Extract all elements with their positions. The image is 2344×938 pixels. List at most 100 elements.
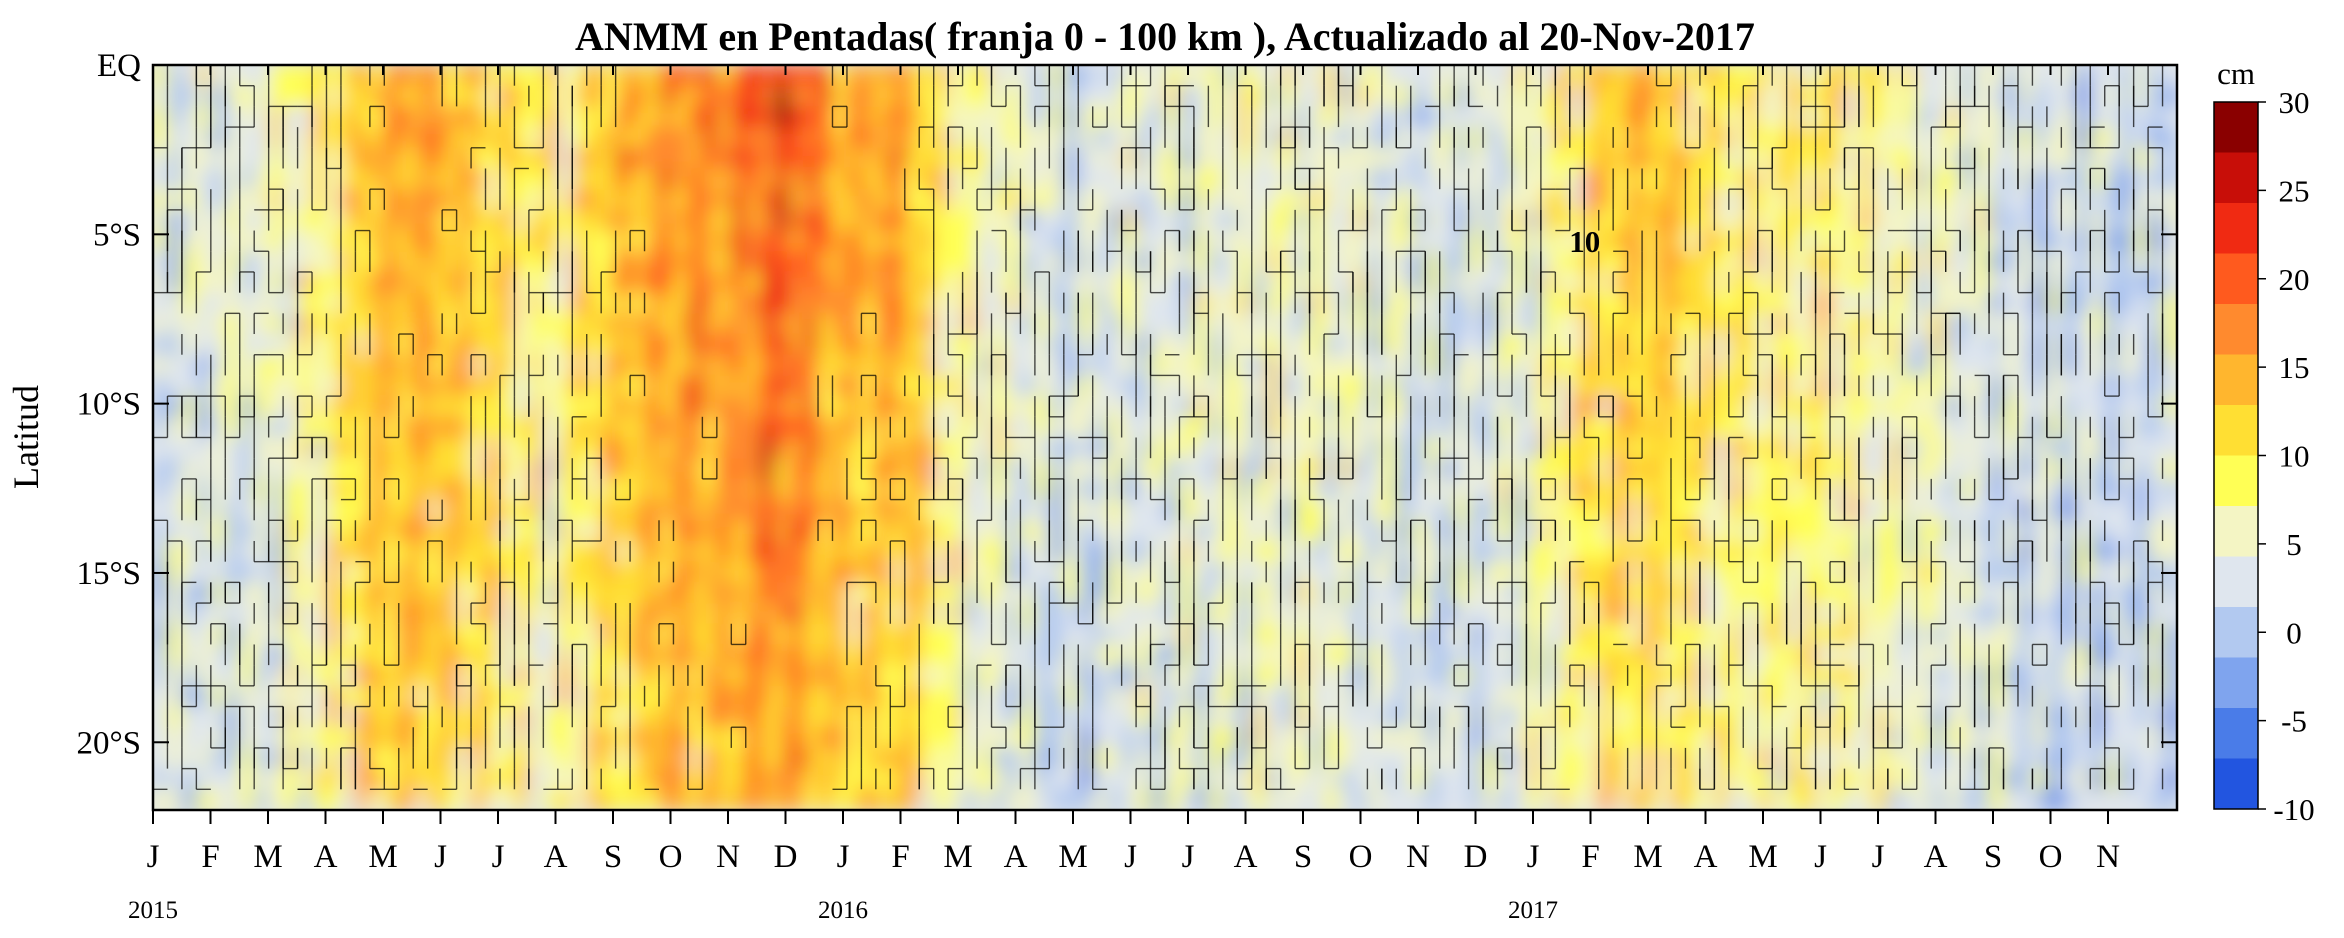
heat-cell (1569, 106, 1586, 129)
heat-cell (1569, 292, 1586, 315)
heat-cell (283, 644, 299, 667)
heat-cell (1425, 85, 1441, 108)
heat-cell (1324, 561, 1340, 584)
heat-cell (832, 65, 848, 87)
heat-cell (948, 458, 964, 480)
heat-cell (875, 478, 892, 501)
heat-cell (153, 520, 169, 542)
heat-cell (948, 354, 964, 377)
heat-cell (2090, 65, 2106, 87)
heat-cell (1150, 437, 1166, 460)
heat-cell (1136, 168, 1152, 191)
heat-cell (485, 685, 501, 708)
heat-cell (803, 396, 820, 418)
heat-cell (875, 127, 892, 149)
heat-cell (818, 603, 834, 625)
heat-cell (1063, 603, 1080, 625)
heat-cell (659, 209, 675, 232)
heat-cell (340, 292, 357, 315)
heat-cell (239, 706, 256, 729)
heat-cell (1887, 644, 1904, 667)
heat-cell (1772, 582, 1788, 605)
heat-cell (1107, 127, 1123, 149)
heat-cell (1671, 354, 1687, 377)
heat-cell (1714, 251, 1730, 273)
heat-cell (1743, 623, 1759, 646)
heat-cell (774, 623, 791, 646)
heat-cell (904, 85, 921, 108)
heat-cell (1526, 561, 1542, 584)
heat-cell (1165, 520, 1181, 542)
heat-cell (1165, 396, 1181, 418)
heat-cell (1121, 561, 1138, 584)
heat-cell (499, 65, 516, 87)
heat-cell (760, 685, 776, 708)
heat-cell (1295, 706, 1311, 729)
heat-cell (1324, 292, 1340, 315)
heat-cell (586, 561, 603, 584)
heat-cell (528, 209, 545, 232)
heat-cell (644, 727, 660, 749)
heat-cell (1714, 354, 1730, 377)
heat-cell (1251, 499, 1268, 522)
heat-cell (153, 623, 169, 646)
heat-cell (1945, 147, 1962, 170)
heat-cell (1121, 665, 1138, 687)
heat-cell (2003, 334, 2019, 356)
heat-cell (2075, 396, 2092, 418)
heat-cell (268, 478, 285, 501)
heat-cell (919, 437, 935, 460)
heat-cell (933, 334, 950, 356)
heat-cell (1902, 499, 1918, 522)
heat-cell (196, 603, 212, 625)
heat-cell (875, 271, 892, 294)
heat-cell (456, 127, 473, 149)
heat-cell (340, 561, 357, 584)
heat-cell (369, 478, 386, 501)
heat-cell (1844, 520, 1860, 542)
heat-cell (1150, 727, 1166, 749)
heat-cell (789, 168, 805, 191)
heat-cell (2075, 561, 2092, 584)
heat-cell (2104, 354, 2121, 377)
heat-cell (731, 375, 747, 398)
heat-cell (1439, 251, 1456, 273)
heat-cell (384, 540, 400, 563)
heat-cell (659, 478, 675, 501)
heat-cell (1540, 416, 1557, 439)
heat-cell (1916, 582, 1933, 605)
heat-cell (702, 396, 718, 418)
heat-cell (557, 499, 574, 522)
heat-cell (1121, 292, 1138, 315)
heat-cell (861, 209, 877, 232)
heat-cell (1613, 147, 1629, 170)
heat-cell (1584, 127, 1600, 149)
heat-cell (1483, 582, 1499, 605)
heat-cell (2090, 106, 2106, 129)
heat-cell (442, 106, 458, 129)
heat-cell (1193, 416, 1210, 439)
heat-cell (543, 437, 559, 460)
heat-cell (514, 354, 530, 377)
heat-cell (1728, 354, 1745, 377)
heat-cell (659, 251, 675, 273)
heat-cell (1671, 168, 1687, 191)
heat-cell (1251, 65, 1268, 87)
heat-cell (340, 603, 357, 625)
heat-cell (1439, 292, 1456, 315)
heat-cell (297, 458, 314, 480)
heat-cell (1685, 768, 1701, 791)
heat-cell (933, 375, 950, 398)
heat-cell (687, 106, 704, 129)
heat-cell (1569, 313, 1586, 336)
heat-cell (1381, 375, 1398, 398)
heat-cell (427, 416, 444, 439)
heat-cell (1627, 251, 1644, 273)
heat-cell (2119, 623, 2135, 646)
heat-cell (861, 354, 877, 377)
heat-cell (644, 209, 660, 232)
heat-cell (601, 540, 617, 563)
heat-cell (1511, 706, 1528, 729)
heat-cell (1121, 478, 1138, 501)
heat-cell (1945, 189, 1962, 211)
